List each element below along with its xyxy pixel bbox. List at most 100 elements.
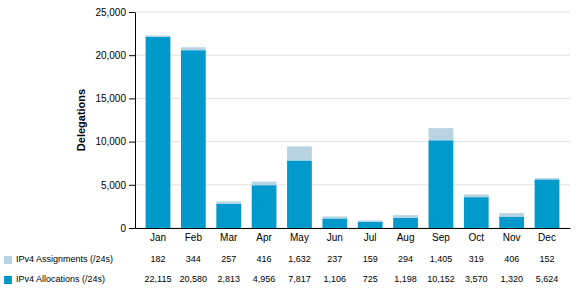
bar — [464, 194, 489, 197]
bars — [146, 35, 560, 228]
data-label: 182 — [150, 254, 165, 264]
y-tick-label: 0 — [120, 223, 126, 234]
legend-label: IPv4 Allocations (/24s) — [16, 274, 105, 284]
x-tick: Jul — [364, 228, 377, 243]
y-tick-mark — [129, 55, 135, 56]
data-label: 1,632 — [288, 254, 311, 264]
bar-series — [146, 35, 560, 221]
bar — [464, 197, 489, 228]
y-tick-label: 20,000 — [95, 50, 126, 61]
y-tick: 5,000 — [101, 180, 135, 191]
bar — [146, 37, 171, 228]
y-tick-mark — [129, 12, 135, 13]
y-tick: 10,000 — [95, 136, 135, 147]
bar — [252, 185, 277, 228]
x-tick: Feb — [185, 228, 203, 243]
bar — [499, 213, 524, 217]
bar — [216, 201, 241, 203]
x-tick: Apr — [256, 228, 272, 243]
data-label: 2,813 — [217, 274, 240, 284]
x-tick: May — [290, 228, 309, 243]
grid — [135, 12, 570, 228]
chart: 0 5,000 10,000 15,000 20,000 25,000 Jan Feb Mar A… — [0, 0, 582, 300]
x-tick-label: Dec — [538, 232, 556, 243]
data-label: 1,405 — [430, 254, 453, 264]
data-label: 7,817 — [288, 274, 311, 284]
x-tick: Sep — [432, 228, 450, 243]
x-tick-label: Mar — [220, 232, 238, 243]
x-tick-label: Apr — [256, 232, 272, 243]
x-tick-label: Nov — [503, 232, 521, 243]
y-tick: 20,000 — [95, 50, 135, 61]
data-label: 257 — [221, 254, 236, 264]
data-label: 237 — [327, 254, 342, 264]
y-tick-mark — [129, 98, 135, 99]
data-label-row: 22,11520,5802,8134,9567,8171,1067251,198… — [145, 274, 559, 284]
bar — [322, 218, 347, 228]
data-label: 1,198 — [394, 274, 417, 284]
grid-line — [135, 12, 570, 13]
y-tick-label: 10,000 — [95, 136, 126, 147]
y-tick-mark — [129, 185, 135, 186]
bar — [252, 182, 277, 186]
y-tick: 25,000 — [95, 7, 135, 18]
legend-swatch — [4, 276, 12, 284]
data-label: 22,115 — [145, 274, 172, 284]
bar — [322, 216, 347, 218]
x-axis: Jan Feb Mar Apr May Jun Jul Aug Sep Oct Nov Dec — [136, 228, 571, 243]
x-tick-label: Feb — [185, 232, 203, 243]
table: IPv4 Allocations (/24s)22,11520,5802,813… — [4, 254, 558, 284]
data-label: 159 — [363, 254, 378, 264]
x-tick: Nov — [503, 228, 521, 243]
bar — [181, 47, 206, 50]
x-tick: Jan — [150, 228, 166, 243]
bar-series — [146, 37, 560, 228]
legend-swatch — [4, 256, 12, 264]
x-tick-label: Jan — [150, 232, 166, 243]
x-tick: Oct — [468, 228, 484, 243]
bar — [535, 179, 560, 228]
bar — [146, 35, 171, 37]
data-label: 1,320 — [500, 274, 523, 284]
y-axis-line — [135, 13, 136, 229]
bar — [358, 220, 383, 221]
x-tick-label: Oct — [468, 232, 484, 243]
bar — [393, 218, 418, 228]
bar — [181, 50, 206, 228]
y-tick-mark — [129, 228, 135, 229]
x-tick-label: Jun — [327, 232, 343, 243]
data-label: 406 — [504, 254, 519, 264]
bar — [393, 215, 418, 218]
data-label: 725 — [363, 274, 378, 284]
data-label: 5,624 — [536, 274, 559, 284]
bar — [216, 204, 241, 228]
legend-label: IPv4 Assignments (/24s) — [16, 254, 113, 264]
y-tick-label: 15,000 — [95, 93, 126, 104]
bar — [429, 140, 454, 228]
data-label: 10,152 — [427, 274, 455, 284]
bar — [287, 160, 312, 228]
bar — [429, 128, 454, 140]
data-label: 319 — [469, 254, 484, 264]
y-axis: 0 5,000 10,000 15,000 20,000 25,000 — [95, 7, 135, 234]
data-label-row: 1823442574161,6322371592941,405319406152 — [150, 254, 554, 264]
y-tick-mark — [129, 142, 135, 143]
y-tick-label: 5,000 — [101, 180, 126, 191]
bar — [499, 217, 524, 228]
bar — [287, 146, 312, 160]
x-tick: Jun — [327, 228, 343, 243]
data-label: 344 — [186, 254, 201, 264]
x-tick-label: Jul — [364, 232, 377, 243]
x-tick-label: May — [290, 232, 309, 243]
y-tick: 15,000 — [95, 93, 135, 104]
y-axis-title: Delegations — [75, 89, 87, 151]
data-label: 1,106 — [324, 274, 347, 284]
x-tick: Mar — [220, 228, 238, 243]
x-tick-label: Aug — [397, 232, 415, 243]
data-label: 3,570 — [465, 274, 488, 284]
data-label: 152 — [539, 254, 554, 264]
x-tick-label: Sep — [432, 232, 450, 243]
x-tick: Aug — [397, 228, 415, 243]
data-label: 294 — [398, 254, 413, 264]
y-tick-label: 25,000 — [95, 7, 126, 18]
